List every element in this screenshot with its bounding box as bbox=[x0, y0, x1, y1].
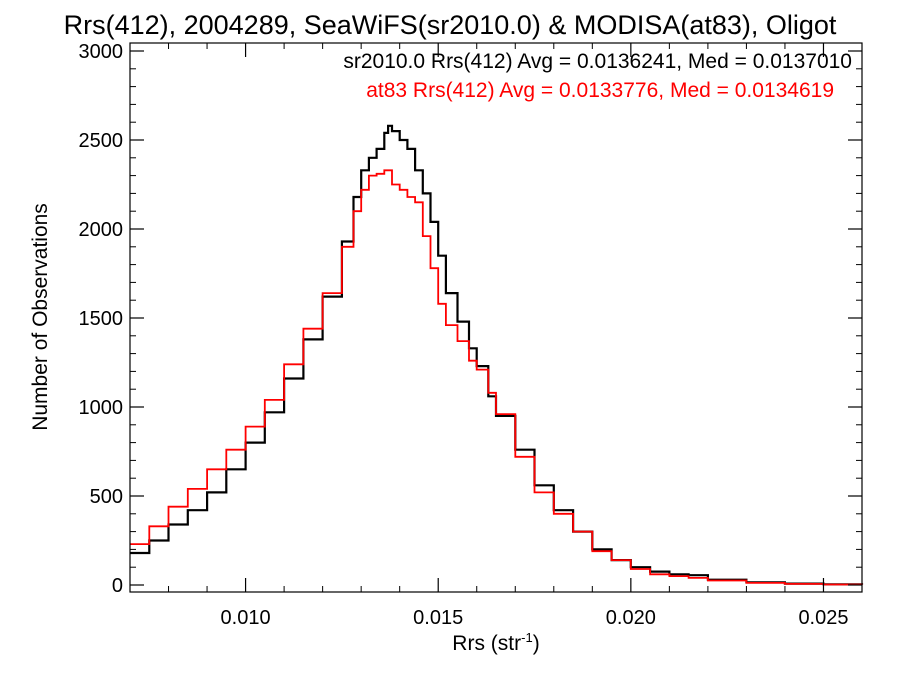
y-tick-label: 1000 bbox=[79, 397, 124, 419]
series-layer bbox=[130, 124, 864, 586]
x-tick-label: 0.010 bbox=[221, 607, 271, 629]
x-axis-label-superscript: -1 bbox=[521, 630, 533, 645]
y-tick-label: 1500 bbox=[79, 308, 124, 330]
x-axis-label-end: ) bbox=[533, 632, 540, 655]
y-tick-label: 2000 bbox=[79, 219, 124, 241]
x-axis-label-main: Rrs (str bbox=[452, 632, 521, 655]
y-axis-label: Number of Observations bbox=[29, 203, 52, 431]
chart-title: Rrs(412), 2004289, SeaWiFS(sr2010.0) & M… bbox=[64, 10, 837, 40]
legend-entry-sr2010: sr2010.0 Rrs(412) Avg = 0.0136241, Med =… bbox=[343, 50, 852, 73]
x-axis-label: Rrs (str-1) bbox=[452, 630, 539, 655]
plot-frame bbox=[129, 42, 863, 593]
x-tick-label: 0.025 bbox=[798, 607, 848, 629]
legend-entry-at83: at83 Rrs(412) Avg = 0.0133776, Med = 0.0… bbox=[366, 79, 834, 102]
y-tick-label: 500 bbox=[90, 486, 123, 508]
series-line-sr2010-0 bbox=[130, 124, 864, 586]
y-tick-label: 3000 bbox=[79, 41, 124, 63]
x-tick-label: 0.020 bbox=[606, 607, 656, 629]
y-tick-label: 2500 bbox=[79, 130, 124, 152]
y-tick-label: 0 bbox=[112, 575, 123, 597]
y-axis-ticks: 0 500 1000 1500 2000 2500 3000 bbox=[79, 41, 862, 597]
x-tick-label: 0.015 bbox=[413, 607, 463, 629]
plot-area: 0.010 0.015 0.020 0.025 0 500 1000 1500 2000 250… bbox=[79, 41, 864, 629]
x-axis-ticks: 0.010 0.015 0.020 0.025 bbox=[129, 43, 863, 629]
series-line-at83 bbox=[130, 169, 863, 586]
